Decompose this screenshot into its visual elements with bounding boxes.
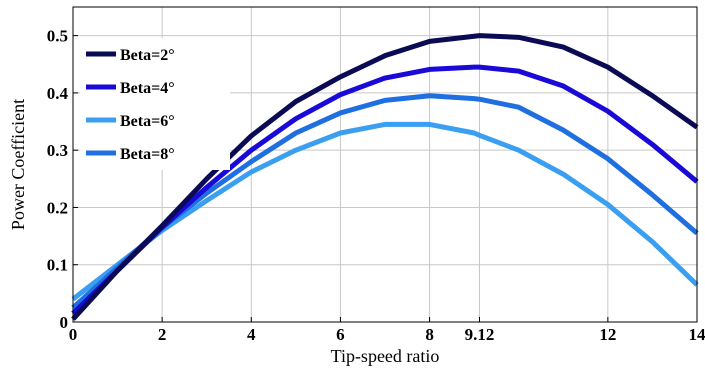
- series-line-1: [71, 33, 699, 321]
- x-tick-label: 2: [158, 325, 167, 344]
- x-axis-label: Tip-speed ratio: [331, 346, 440, 366]
- tick-labels: 0 2 4 6 8 9.12 12 14 0 0.1 0.2 0.3 0.4 0.5: [47, 27, 705, 344]
- series-line-2: [71, 64, 699, 316]
- x-tick-label: 6: [336, 325, 345, 344]
- y-tick-label: 0.2: [47, 198, 68, 217]
- y-tick-label: 0.1: [47, 256, 68, 275]
- legend-entry: Beta=2°: [120, 47, 175, 64]
- x-tick-label: 8: [425, 325, 434, 344]
- series-line-3: [71, 121, 699, 302]
- legend-entry: Beta=6°: [120, 113, 175, 130]
- plot-frame: [72, 6, 698, 323]
- y-tick-label: 0: [60, 313, 69, 332]
- x-tick-label: 14: [689, 325, 705, 344]
- y-tick-label: 0.3: [47, 141, 68, 160]
- legend-box: [80, 38, 230, 170]
- y-tick-label: 0.5: [47, 27, 68, 46]
- x-tick-label: 12: [599, 325, 616, 344]
- y-tick-label: 0.4: [47, 84, 69, 103]
- legend-entry: Beta=4°: [120, 80, 175, 97]
- legend: Beta=2° Beta=4° Beta=6° Beta=8°: [80, 38, 230, 170]
- x-tick-label: 0: [69, 325, 78, 344]
- series-lines: [71, 33, 699, 321]
- y-axis-label: Power Coefficient: [8, 99, 28, 230]
- x-tick-label: 9.12: [465, 325, 495, 344]
- legend-entry: Beta=8°: [120, 146, 175, 163]
- x-tick-label: 4: [247, 325, 256, 344]
